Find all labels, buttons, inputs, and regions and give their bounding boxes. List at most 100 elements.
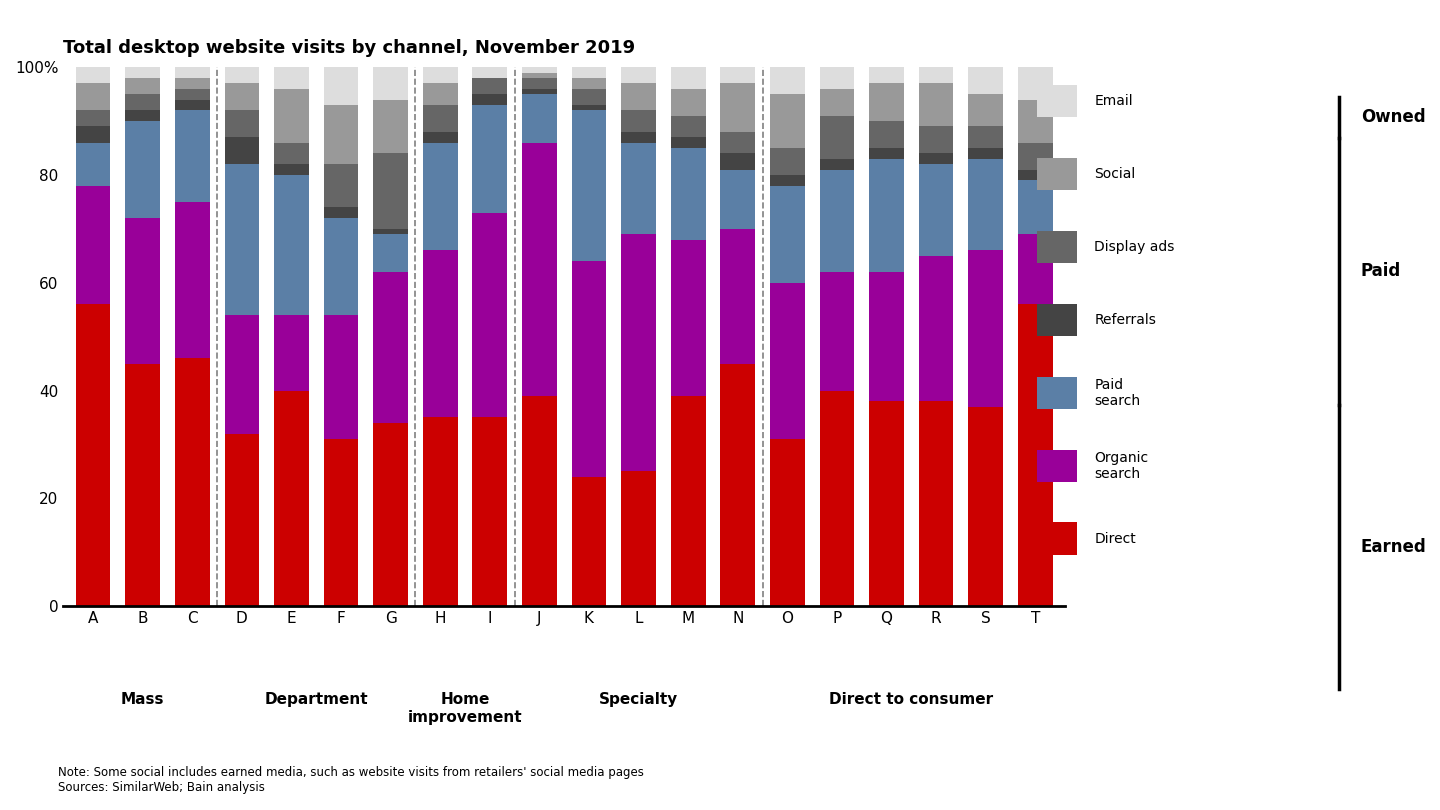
Bar — [274, 315, 308, 390]
Bar — [919, 153, 953, 164]
Bar — [671, 89, 706, 116]
Bar — [819, 159, 854, 169]
Bar — [125, 94, 160, 110]
Bar — [523, 143, 557, 396]
Bar — [423, 67, 458, 83]
Bar — [76, 83, 111, 110]
Bar — [423, 132, 458, 143]
Bar — [225, 164, 259, 315]
Bar — [324, 315, 359, 439]
Bar — [968, 67, 1004, 94]
Bar — [870, 159, 904, 272]
Bar — [770, 148, 805, 175]
Bar — [870, 401, 904, 606]
Bar — [919, 256, 953, 401]
Bar — [174, 202, 210, 358]
Bar — [373, 229, 408, 234]
Bar — [720, 229, 755, 364]
Bar — [671, 396, 706, 606]
Bar — [373, 423, 408, 606]
Bar — [523, 73, 557, 78]
Text: Paid
search: Paid search — [1094, 377, 1140, 408]
Bar — [671, 137, 706, 148]
Bar — [174, 78, 210, 89]
Bar — [225, 83, 259, 110]
Bar — [472, 417, 507, 606]
Bar — [373, 100, 408, 153]
Bar — [523, 94, 557, 143]
Bar — [373, 272, 408, 423]
Bar — [76, 185, 111, 305]
Text: Total desktop website visits by channel, November 2019: Total desktop website visits by channel,… — [63, 40, 635, 58]
Bar — [770, 94, 805, 148]
Text: Mass: Mass — [121, 693, 164, 707]
Bar — [523, 396, 557, 606]
Bar — [423, 143, 458, 250]
Text: Social: Social — [1094, 167, 1136, 181]
Bar — [572, 67, 606, 78]
Bar — [324, 67, 359, 105]
Bar — [968, 126, 1004, 148]
Bar — [76, 143, 111, 185]
Bar — [919, 67, 953, 83]
Bar — [174, 89, 210, 100]
Text: Display ads: Display ads — [1094, 240, 1175, 254]
Bar — [621, 67, 655, 83]
Text: Earned: Earned — [1361, 538, 1427, 556]
Bar — [523, 67, 557, 73]
Bar — [225, 110, 259, 137]
Bar — [919, 164, 953, 256]
Bar — [720, 169, 755, 229]
Bar — [274, 143, 308, 164]
Bar — [472, 213, 507, 417]
Bar — [819, 116, 854, 159]
Bar — [572, 78, 606, 89]
Bar — [423, 250, 458, 417]
Bar — [324, 439, 359, 606]
Bar — [472, 67, 507, 78]
Bar — [472, 78, 507, 94]
Bar — [423, 417, 458, 606]
Bar — [423, 83, 458, 105]
Bar — [819, 390, 854, 606]
Text: Department: Department — [265, 693, 369, 707]
Bar — [274, 175, 308, 315]
Bar — [720, 153, 755, 169]
Bar — [76, 110, 111, 126]
Bar — [870, 83, 904, 121]
Bar — [870, 121, 904, 148]
Bar — [1018, 305, 1053, 606]
Bar — [225, 315, 259, 433]
Bar — [572, 477, 606, 606]
Bar — [274, 89, 308, 143]
Bar — [819, 272, 854, 390]
Bar — [919, 126, 953, 153]
Bar — [1018, 181, 1053, 234]
Bar — [819, 89, 854, 116]
Bar — [1018, 67, 1053, 100]
Bar — [770, 283, 805, 439]
Bar — [671, 148, 706, 240]
Bar — [225, 137, 259, 164]
Bar — [125, 218, 160, 364]
Bar — [76, 305, 111, 606]
Bar — [671, 116, 706, 137]
Bar — [373, 67, 408, 100]
Bar — [572, 105, 606, 110]
Bar — [174, 110, 210, 202]
Text: Note: Some social includes earned media, such as website visits from retailers' : Note: Some social includes earned media,… — [58, 765, 644, 794]
Bar — [870, 148, 904, 159]
Bar — [819, 67, 854, 89]
Bar — [174, 67, 210, 78]
Bar — [324, 207, 359, 218]
Text: Paid: Paid — [1361, 262, 1401, 280]
Bar — [1018, 143, 1053, 169]
Bar — [472, 105, 507, 213]
Bar — [324, 164, 359, 207]
Bar — [621, 110, 655, 132]
Text: Owned: Owned — [1361, 109, 1426, 126]
Text: Home
improvement: Home improvement — [408, 693, 523, 725]
Bar — [870, 272, 904, 401]
Bar — [225, 433, 259, 606]
Bar — [225, 67, 259, 83]
